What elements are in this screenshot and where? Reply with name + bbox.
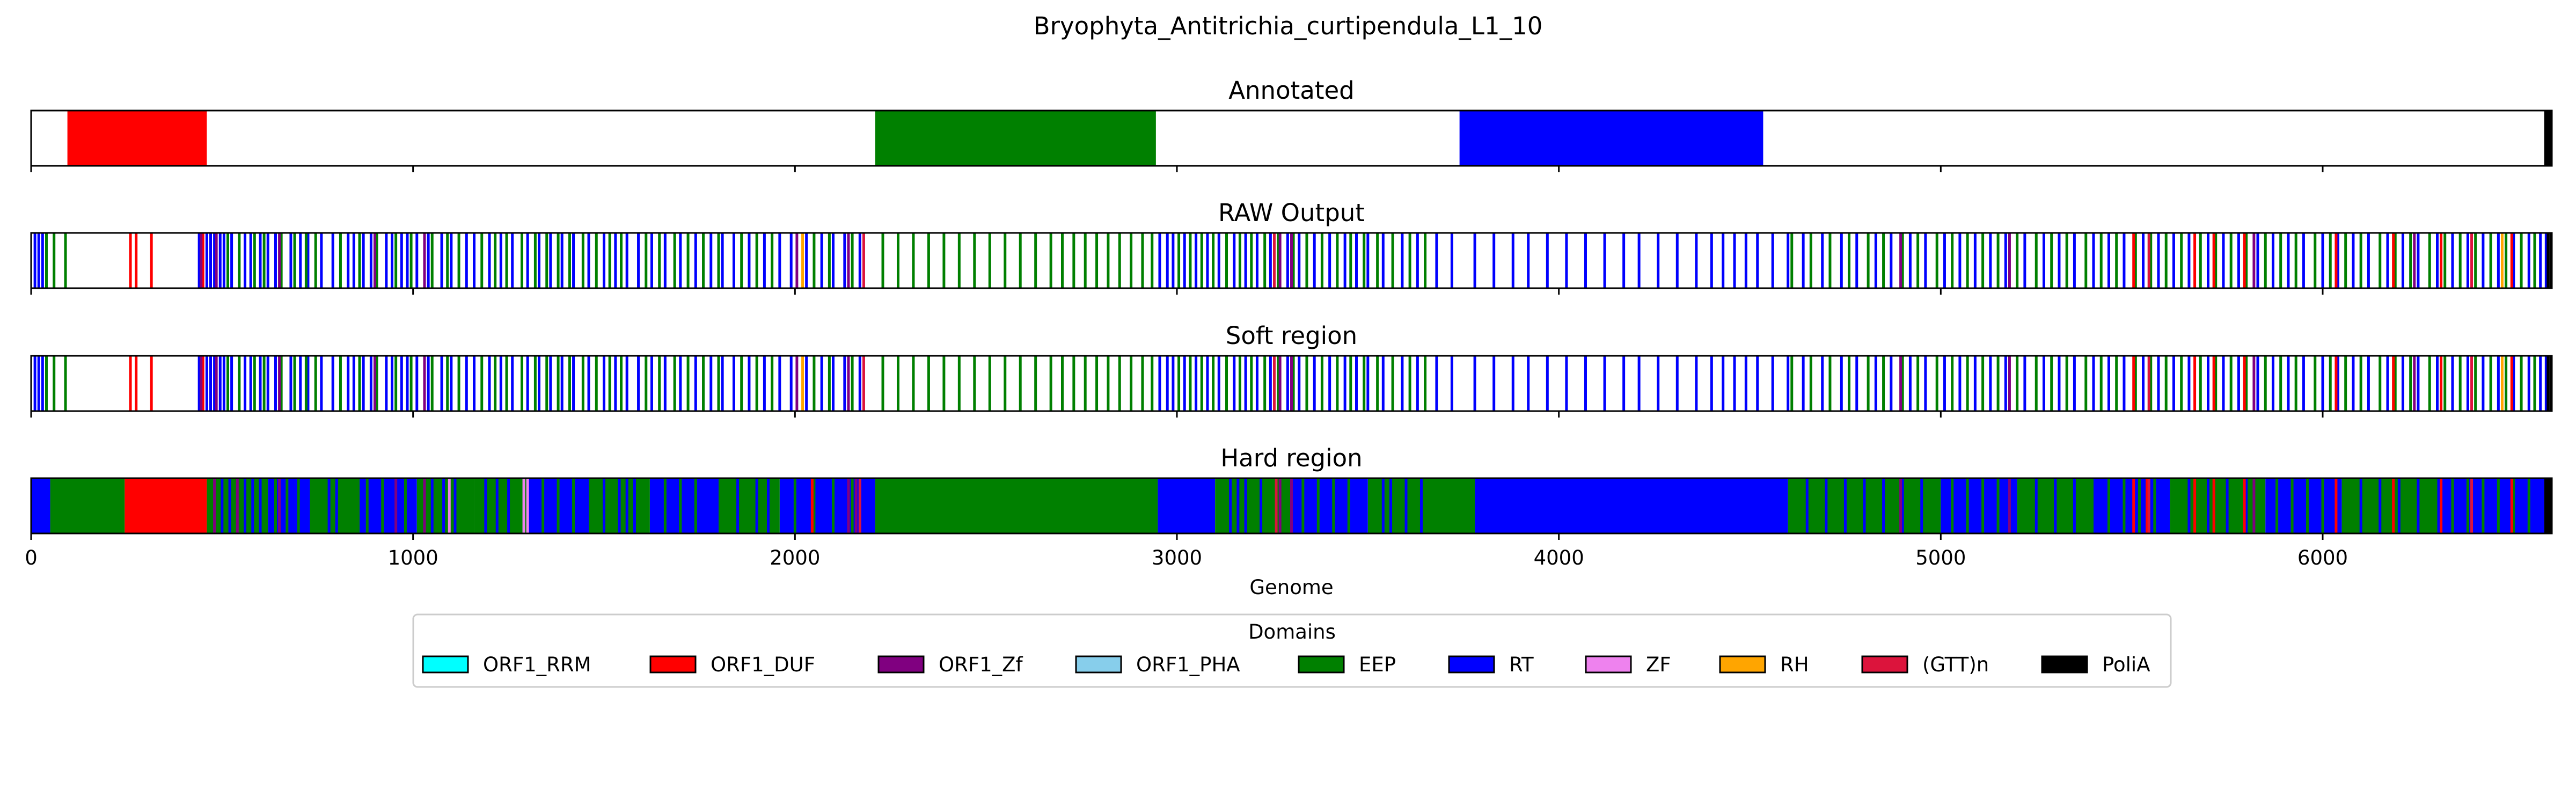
legend-swatch [422, 655, 469, 674]
legend-label: ORF1_DUF [711, 653, 815, 676]
segment-eep [875, 111, 1156, 166]
legend-swatch [877, 655, 925, 674]
legend-item-polia: PoliA [2041, 653, 2150, 676]
segment-eep [719, 478, 780, 533]
x-tick-label: 6000 [2297, 546, 2348, 569]
segment-polia [2544, 478, 2552, 533]
segment-rt [1459, 111, 1763, 166]
segment-rt [1158, 478, 1216, 533]
track-frame [30, 355, 2553, 412]
legend-label: ORF1_PHA [1136, 653, 1240, 676]
legend-swatch [1448, 655, 1495, 674]
legend-swatch [2041, 655, 2088, 674]
legend-swatch [649, 655, 697, 674]
legend-item-orf1-pha: ORF1_PHA [1075, 653, 1240, 676]
legend-swatch [1861, 655, 1908, 674]
track-title: RAW Output [1218, 199, 1365, 227]
legend-label: (GTT)n [1922, 653, 1989, 676]
legend-item-rt: RT [1448, 653, 1534, 676]
track-title: Hard region [1220, 444, 1362, 472]
x-tick-label: 3000 [1152, 546, 1202, 569]
segment-eep [310, 478, 360, 533]
track-frame [30, 109, 2553, 167]
segment-polia [2544, 111, 2552, 166]
x-tick-label: 0 [25, 546, 38, 569]
track-frame [30, 477, 2553, 535]
legend-label: RT [1509, 653, 1534, 676]
chart-title: Bryophyta_Antitrichia_curtipendula_L1_10 [1034, 12, 1543, 40]
track-raw-output: RAW Output [30, 199, 2553, 295]
legend: Domains ORF1_RRM ORF1_DUF ORF1_Zf ORF1_PHA EE… [412, 613, 2172, 688]
legend-label: ORF1_Zf [939, 653, 1023, 676]
track-hard-region: Hard region [30, 444, 2553, 540]
track-annotated: Annotated [30, 76, 2553, 172]
legend-label: ORF1_RRM [483, 653, 591, 676]
segment-orf1-duf [67, 111, 207, 166]
legend-label: ZF [1646, 653, 1671, 676]
x-tick-label: 2000 [770, 546, 820, 569]
segment-eep [2341, 478, 2438, 533]
x-axis: 0 1000 2000 3000 4000 5000 6000 Genome [25, 546, 2348, 599]
x-tick-label: 4000 [1534, 546, 1584, 569]
segment-rt [649, 478, 719, 533]
legend-item-orf1-zf: ORF1_Zf [877, 653, 1023, 676]
legend-swatch [1075, 655, 1122, 674]
legend-item-eep: EEP [1298, 653, 1396, 676]
legend-swatch [1298, 655, 1345, 674]
segment-rt [1475, 478, 1788, 533]
segment-rt [360, 478, 417, 533]
legend-item-orf1-duf: ORF1_DUF [649, 653, 815, 676]
legend-swatch [1719, 655, 1766, 674]
legend-label: PoliA [2102, 653, 2150, 676]
legend-label: EEP [1359, 653, 1396, 676]
track-soft-region: Soft region [30, 321, 2553, 418]
track-title: Soft region [1226, 321, 1357, 350]
legend-item-gtt-n: (GTT)n [1861, 653, 1989, 676]
tracks-group: Annotated RAW Output Soft region Hard regio… [30, 76, 2553, 540]
x-tick-label: 1000 [388, 546, 438, 569]
legend-item-zf: ZF [1585, 653, 1671, 676]
track-frame [30, 232, 2553, 289]
legend-swatch [1585, 655, 1632, 674]
legend-label: RH [1780, 653, 1809, 676]
legend-item-orf1-rrm: ORF1_RRM [422, 653, 591, 676]
segment-rt [2437, 478, 2544, 533]
segment-eep [50, 478, 125, 533]
x-tick-label: 5000 [1915, 546, 1966, 569]
segment-rt [2094, 478, 2170, 533]
segment-orf1-duf [125, 478, 207, 533]
segment-eep [416, 478, 474, 533]
legend-item-rh: RH [1719, 653, 1809, 676]
segment-eep [875, 478, 1158, 533]
track-title: Annotated [1228, 76, 1354, 105]
segment-eep [474, 478, 528, 533]
segment-rt [31, 478, 50, 533]
legend-title: Domains [1248, 620, 1336, 643]
x-axis-label: Genome [1249, 576, 1333, 599]
segment-eep [2170, 478, 2266, 533]
